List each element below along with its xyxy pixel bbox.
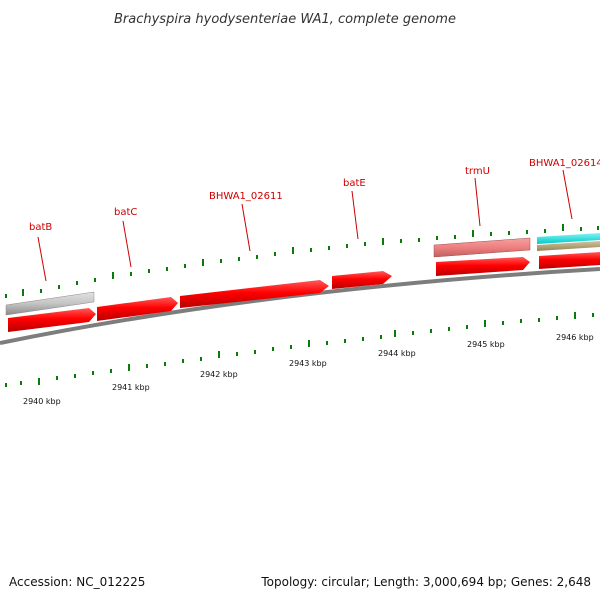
gene-feature-batB-gray[interactable] [5,291,95,316]
gene-callout-lines [37,169,573,282]
scale-label-2944: 2944 kbp [378,349,416,358]
gene-arrow-BHWA1_02614[interactable] [539,252,600,269]
scale-label-2943: 2943 kbp [289,359,327,368]
scale-label-2946: 2946 kbp [556,333,594,342]
gene-label-batB: batB [29,222,52,233]
map-title: Brachyspira hyodysenteriae WA1, complete… [114,12,456,27]
gene-label-trmU: trmU [465,166,490,177]
gene-arrow-batE[interactable] [332,271,392,289]
gene-label-BHWA1_02614: BHWA1_02614 [529,158,600,169]
gene-arrow-batC[interactable] [97,297,178,321]
scale-label-2945: 2945 kbp [467,340,505,349]
scale-label-2941: 2941 kbp [112,383,150,392]
lower-tick-row [5,312,594,387]
gene-label-BHWA1_02611: BHWA1_02611 [209,191,283,202]
scale-label-2940: 2940 kbp [23,397,61,406]
gene-label-batE: batE [343,178,366,189]
gene-label-batC: batC [114,207,137,218]
gene-feature-cyan[interactable] [537,233,600,244]
gene-arrow-batB[interactable] [8,308,96,332]
gene-feature-trmU[interactable] [433,237,531,258]
gene-arrow-BHWA1_02611[interactable] [180,280,329,308]
gene-arrow-trmU[interactable] [436,257,530,276]
scale-label-2942: 2942 kbp [200,370,238,379]
genome-summary-text: Topology: circular; Length: 3,000,694 bp… [260,575,591,589]
genome-backbone [0,267,600,345]
gene-feature-olive[interactable] [537,241,600,251]
accession-text: Accession: NC_012225 [9,575,145,589]
upper-tick-row [5,224,599,298]
